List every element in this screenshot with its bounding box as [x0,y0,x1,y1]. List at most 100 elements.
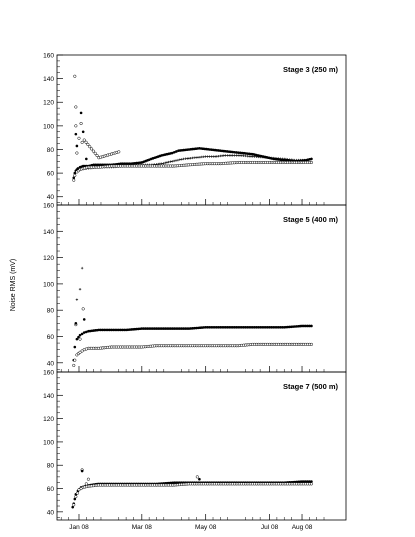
data-point [165,327,169,330]
data-point [79,121,83,126]
data-point [156,327,160,330]
data-point [169,327,173,330]
data-point [300,480,304,483]
data-point [104,328,108,332]
data-point [308,158,311,161]
data-point [77,136,81,140]
data-point [174,327,178,330]
data-point [244,325,247,329]
y-tick-label: 120 [43,416,54,423]
data-point [309,482,313,486]
chart-panel-3: 40 60 80 100 120 140 160 Stage 7 (500 m) [43,370,347,521]
y-tick-label: 60 [47,486,55,493]
data-point [251,325,255,329]
y-tick-label: 40 [47,509,55,516]
data-point [119,328,122,332]
data-point [99,328,102,332]
data-point [178,327,182,330]
data-point [84,482,88,486]
y-tick-label: 100 [43,439,54,446]
chart-panel-2: 40 60 80 100 120 140 160 Stage 5 (400 m) [43,203,347,373]
data-point [75,144,79,148]
data-point [239,151,242,155]
series-1 [72,324,313,362]
data-point [204,325,207,329]
data-point [80,266,84,270]
data-point [158,327,162,330]
data-point [88,145,92,149]
data-point [72,363,76,367]
data-point [233,325,236,329]
data-point [233,150,236,154]
data-point [75,337,79,341]
data-point [115,328,119,332]
data-point [178,158,182,161]
data-point [80,332,84,336]
data-point [279,325,282,329]
data-point [302,324,306,328]
data-point [73,345,77,349]
data-point [208,325,211,329]
data-point [240,325,244,329]
panel-title: Stage 3 (250 m) [283,65,339,74]
data-point [300,324,304,328]
data-point [258,325,262,329]
data-point [82,331,86,334]
data-point [306,480,309,483]
data-point [220,325,224,329]
data-point [73,497,77,501]
data-point [171,327,174,330]
x-tick-label: Aug 08 [292,524,313,531]
data-point [97,328,101,332]
data-point [183,327,187,330]
data-point [84,140,88,144]
data-point [172,150,176,154]
data-point [227,325,231,329]
y-tick-label: 100 [43,281,54,288]
data-point [309,342,313,346]
data-point [172,481,176,485]
data-point [308,480,311,483]
series-3 [75,266,84,301]
data-point [235,325,238,329]
data-point [82,318,86,321]
data-point [140,327,144,330]
data-point [121,328,124,332]
series-5 [74,318,86,325]
series-5 [74,111,88,161]
data-point [167,327,171,330]
data-point [86,477,90,481]
y-tick-label: 140 [43,229,54,236]
data-point [93,151,97,155]
data-point [164,327,167,330]
y-tick-label: 80 [47,463,55,470]
data-point [151,327,155,330]
data-point [175,150,178,153]
data-point [78,287,82,291]
y-tick-label: 60 [47,171,55,178]
data-point [277,325,281,329]
data-point [155,327,158,330]
data-point [75,298,79,301]
data-point [304,324,308,328]
data-point [164,161,167,165]
data-point [90,147,94,151]
data-point [108,328,111,332]
data-point [73,74,77,78]
data-point [174,159,178,162]
data-point [229,150,233,154]
data-point [176,327,180,330]
y-tick-label: 40 [47,360,55,367]
data-point [160,327,164,330]
data-point [101,328,104,332]
data-point [117,328,121,332]
x-tick-label: Jul 08 [261,524,279,531]
data-point [253,325,256,329]
data-point [165,161,169,164]
data-point [217,325,220,329]
data-point [180,158,183,161]
data-point [242,325,245,329]
y-tick-label: 120 [43,100,54,107]
data-point [270,325,273,329]
data-point [237,151,240,154]
